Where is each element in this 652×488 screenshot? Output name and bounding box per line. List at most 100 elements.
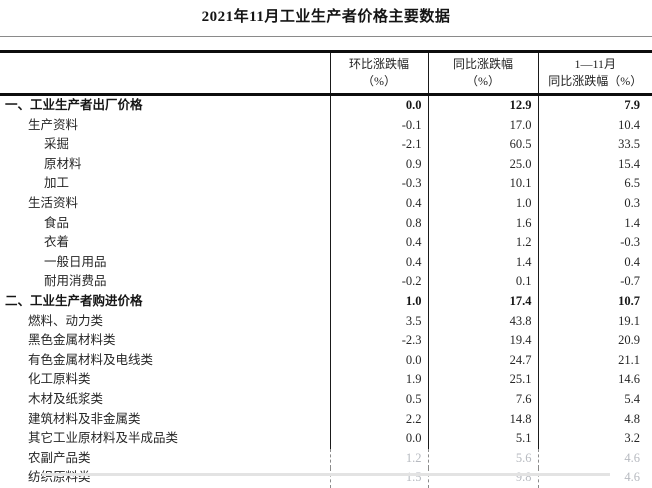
table-row: 农副产品类 1.2 5.6 4.6 xyxy=(0,448,652,469)
row-yoy-value: 1.2 xyxy=(427,233,538,253)
page-title: 2021年11月工业生产者价格主要数据 xyxy=(201,9,451,25)
header-ytd-change: 1—11月 同比涨跌幅（%） xyxy=(537,51,652,96)
row-mom-value: 1.0 xyxy=(329,291,428,312)
row-ytd-value: 3.2 xyxy=(537,429,652,449)
row-yoy-value: 1.6 xyxy=(427,213,538,234)
row-ytd-value: 6.5 xyxy=(537,174,652,194)
row-yoy-value: 5.1 xyxy=(427,429,538,449)
row-label: 生产资料 xyxy=(28,117,79,132)
row-yoy-value: 25.0 xyxy=(427,154,538,175)
table-row: 衣着 0.4 1.2 -0.3 xyxy=(0,233,652,253)
row-yoy-value: 0.1 xyxy=(427,272,538,292)
row-ytd-value: 20.9 xyxy=(537,331,652,351)
row-yoy-value: 9.8 xyxy=(427,468,538,488)
header-category xyxy=(0,51,330,96)
row-label: 有色金属材料及电线类 xyxy=(28,352,154,367)
row-yoy-value: 24.7 xyxy=(427,350,538,371)
table-row: 生活资料 0.4 1.0 0.3 xyxy=(0,193,652,214)
header-mom-change: 环比涨跌幅 （%） xyxy=(329,51,428,96)
row-ytd-value: 0.4 xyxy=(537,252,652,273)
row-yoy-value: 5.6 xyxy=(427,448,538,469)
row-ytd-value: 4.6 xyxy=(537,448,652,469)
row-mom-value: -0.2 xyxy=(329,272,428,292)
row-ytd-value: 5.4 xyxy=(537,389,652,410)
row-mom-value: 0.8 xyxy=(329,213,428,234)
row-yoy-value: 60.5 xyxy=(427,135,538,155)
row-ytd-value: -0.7 xyxy=(537,272,652,292)
table-header: 环比涨跌幅 （%） 同比涨跌幅 （%） 1—11月 同比涨跌幅（%） xyxy=(0,51,652,96)
row-label: 加工 xyxy=(44,176,70,191)
row-ytd-value: 14.6 xyxy=(537,370,652,390)
table-row: 有色金属材料及电线类 0.0 24.7 21.1 xyxy=(0,350,652,371)
header-ytd-line1: 1—11月 xyxy=(574,57,617,71)
row-ytd-value: 33.5 xyxy=(537,135,652,155)
row-label: 一般日用品 xyxy=(44,254,107,269)
row-yoy-value: 25.1 xyxy=(427,370,538,390)
top-divider xyxy=(0,36,652,37)
table-row: 黑色金属材料类 -2.3 19.4 20.9 xyxy=(0,331,652,351)
row-ytd-value: 10.4 xyxy=(537,115,652,136)
row-yoy-value: 7.6 xyxy=(427,389,538,410)
table-row: 生产资料 -0.1 17.0 10.4 xyxy=(0,115,652,136)
row-ytd-value: 10.7 xyxy=(537,291,652,312)
row-mom-value: 0.5 xyxy=(329,389,428,410)
table-row: 食品 0.8 1.6 1.4 xyxy=(0,213,652,234)
row-yoy-value: 1.4 xyxy=(427,252,538,273)
table-body: 一、工业生产者出厂价格 0.0 12.9 7.9 生产资料 -0.1 17.0 10.4 采掘 -… xyxy=(0,94,652,488)
row-ytd-value: -0.3 xyxy=(537,233,652,253)
row-label: 生活资料 xyxy=(28,195,79,210)
row-mom-value: -2.1 xyxy=(329,135,428,155)
header-yoy-line1: 同比涨跌幅 xyxy=(452,57,513,71)
row-label: 采掘 xyxy=(44,137,70,152)
row-mom-value: 0.9 xyxy=(329,154,428,175)
row-mom-value: -2.3 xyxy=(329,331,428,351)
row-label: 一、工业生产者出厂价格 xyxy=(5,98,143,112)
table-row: 燃料、动力类 3.5 43.8 19.1 xyxy=(0,311,652,332)
row-mom-value: 1.2 xyxy=(329,448,428,469)
header-yoy-line2: （%） xyxy=(466,74,500,88)
row-label: 耐用消费品 xyxy=(44,274,107,289)
row-ytd-value: 21.1 xyxy=(537,350,652,371)
table-row: 加工 -0.3 10.1 6.5 xyxy=(0,174,652,194)
row-mom-value: 0.4 xyxy=(329,252,428,273)
header-ytd-line2: 同比涨跌幅（%） xyxy=(548,74,643,88)
row-yoy-value: 43.8 xyxy=(427,311,538,332)
header-mom-line2: （%） xyxy=(362,74,396,88)
table-row: 纺织原料类 1.5 9.8 4.6 xyxy=(0,468,652,488)
row-mom-value: 3.5 xyxy=(329,311,428,332)
row-mom-value: 1.9 xyxy=(329,370,428,390)
row-label: 纺织原料类 xyxy=(28,470,91,485)
row-label: 食品 xyxy=(44,215,70,230)
row-mom-value: 2.2 xyxy=(329,409,428,430)
row-label: 原材料 xyxy=(44,156,82,171)
page: 2021年11月工业生产者价格主要数据 环比涨跌幅 （%） 同比涨跌幅 （%） xyxy=(0,7,652,488)
table-row: 耐用消费品 -0.2 0.1 -0.7 xyxy=(0,272,652,292)
row-yoy-value: 10.1 xyxy=(427,174,538,194)
row-yoy-value: 17.0 xyxy=(427,115,538,136)
row-mom-value: 0.4 xyxy=(329,233,428,253)
header-row: 环比涨跌幅 （%） 同比涨跌幅 （%） 1—11月 同比涨跌幅（%） xyxy=(0,51,652,96)
row-label: 其它工业原材料及半成品类 xyxy=(28,431,179,446)
row-mom-value: 0.0 xyxy=(329,350,428,371)
row-ytd-value: 7.9 xyxy=(537,94,652,116)
table-row: 一、工业生产者出厂价格 0.0 12.9 7.9 xyxy=(0,94,652,116)
header-yoy-change: 同比涨跌幅 （%） xyxy=(427,51,538,96)
row-yoy-value: 17.4 xyxy=(427,291,538,312)
row-yoy-value: 19.4 xyxy=(427,331,538,351)
watermark-strip xyxy=(42,473,610,476)
table-row: 化工原料类 1.9 25.1 14.6 xyxy=(0,370,652,390)
table-row: 其它工业原材料及半成品类 0.0 5.1 3.2 xyxy=(0,429,652,449)
row-label: 二、工业生产者购进价格 xyxy=(5,293,143,308)
row-mom-value: 0.0 xyxy=(329,429,428,449)
row-mom-value: -0.3 xyxy=(329,174,428,194)
row-mom-value: 0.4 xyxy=(329,193,428,214)
row-mom-value: 0.0 xyxy=(329,94,428,116)
row-label: 建筑材料及非金属类 xyxy=(28,411,141,426)
table-row: 原材料 0.9 25.0 15.4 xyxy=(0,154,652,175)
ppi-data-table: 环比涨跌幅 （%） 同比涨跌幅 （%） 1—11月 同比涨跌幅（%） 一、工业生… xyxy=(0,50,652,488)
table-row: 木材及纸浆类 0.5 7.6 5.4 xyxy=(0,389,652,410)
row-yoy-value: 14.8 xyxy=(427,409,538,430)
row-yoy-value: 12.9 xyxy=(427,94,538,116)
row-ytd-value: 4.8 xyxy=(537,409,652,430)
table-row: 建筑材料及非金属类 2.2 14.8 4.8 xyxy=(0,409,652,430)
